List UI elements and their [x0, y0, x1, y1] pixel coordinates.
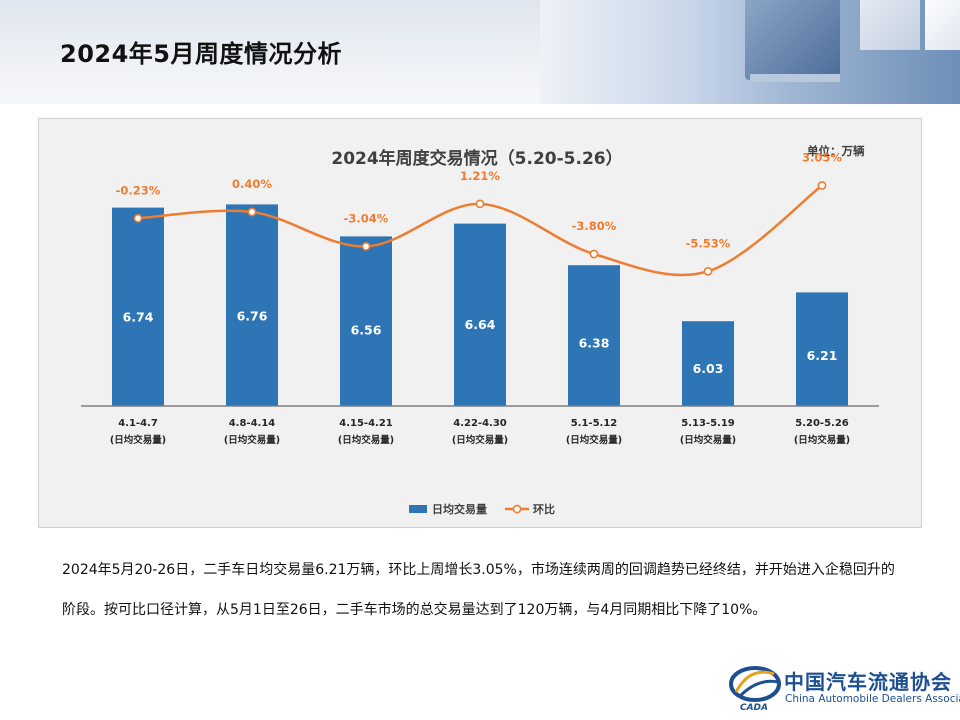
- x-tick-sublabel: (日均交易量): [224, 434, 280, 446]
- x-tick-sublabel: (日均交易量): [566, 434, 622, 446]
- bar-value-label: 6.21: [807, 348, 838, 363]
- bar-value-label: 6.64: [465, 317, 496, 332]
- unit-label: 单位：万辆: [807, 144, 865, 158]
- bar-value-label: 6.38: [579, 336, 610, 351]
- bar-5.13-5.19: [682, 321, 734, 406]
- page-title: 2024年5月周度情况分析: [60, 40, 342, 68]
- x-tick-label: 4.15-4.21: [339, 418, 393, 429]
- x-tick-sublabel: (日均交易量): [452, 434, 508, 446]
- header-decoration: [540, 0, 960, 104]
- x-tick-label: 4.8-4.14: [229, 418, 276, 429]
- line-point: [475, 199, 485, 209]
- decor-cube: [860, 0, 920, 50]
- line-point: [817, 181, 827, 190]
- bar-5.20-5.26: [796, 292, 848, 406]
- logo-name-en: China Automobile Dealers Association: [785, 693, 960, 705]
- line-point: [589, 249, 599, 259]
- bar-value-label: 6.74: [123, 310, 154, 325]
- x-tick-sublabel: (日均交易量): [338, 434, 394, 446]
- line-value-label: 0.40%: [232, 177, 272, 191]
- bar-4.15-4.21: [340, 236, 392, 406]
- legend-bar-swatch: [409, 505, 427, 513]
- x-axis: 4.1-4.7 (日均交易量) 4.8-4.14 (日均交易量) 4.15-4.21 (日…: [81, 405, 879, 446]
- bar-series: 6.74 6.76 6.56 6.64 6.38 6.03 6.21: [112, 204, 848, 406]
- bar-4.8-4.14: [226, 204, 278, 406]
- x-tick-label: 4.22-4.30: [453, 418, 507, 429]
- header-banner: 2024年5月周度情况分析: [0, 0, 960, 104]
- line-series: -0.23% 0.40% -3.04% 1.21% -3.80% -5.53% 3.05%: [116, 151, 842, 277]
- chart-panel: 2024年周度交易情况（5.20-5.26） 单位：万辆 6.74 6.76 6.5…: [38, 118, 922, 528]
- bar-value-label: 6.56: [351, 323, 382, 338]
- line-point: [133, 213, 143, 223]
- x-tick-label: 5.1-5.12: [571, 418, 618, 429]
- cada-emblem-icon: CADA: [729, 666, 781, 712]
- line-value-label: -3.04%: [344, 211, 389, 225]
- line-value-label: 1.21%: [460, 169, 500, 183]
- x-tick-sublabel: (日均交易量): [680, 434, 736, 446]
- decor-cube: [745, 0, 840, 80]
- line-value-label: -0.23%: [116, 183, 161, 197]
- x-tick-sublabel: (日均交易量): [110, 434, 166, 446]
- bar-4.22-4.30: [454, 223, 506, 406]
- x-tick-sublabel: (日均交易量): [794, 434, 850, 446]
- summary-text: 2024年5月20-26日，二手车日均交易量6.21万辆，环比上周增长3.05%…: [62, 562, 895, 618]
- bar-5.1-5.12: [568, 265, 620, 406]
- line-value-label: -5.53%: [686, 236, 731, 250]
- line-point: [703, 266, 713, 276]
- cada-logo: CADA 中国汽车流通协会 China Automobile Dealers A…: [728, 660, 960, 712]
- x-tick-label: 5.20-5.26: [795, 418, 849, 429]
- bar-value-label: 6.03: [693, 361, 724, 376]
- bar-4.1-4.7: [112, 207, 164, 406]
- decor-cube: [925, 0, 960, 50]
- decor-cube-base: [750, 74, 840, 82]
- legend: 日均交易量 环比: [409, 502, 555, 516]
- logo-name-cn: 中国汽车流通协会: [784, 670, 952, 694]
- weekly-trade-chart: 2024年周度交易情况（5.20-5.26） 单位：万辆 6.74 6.76 6.5…: [81, 144, 879, 516]
- logo-abbr: CADA: [740, 703, 768, 712]
- chart-title: 2024年周度交易情况（5.20-5.26）: [331, 148, 622, 169]
- x-tick-label: 4.1-4.7: [118, 418, 158, 429]
- bar-value-label: 6.76: [237, 308, 268, 323]
- legend-bar-label: 日均交易量: [432, 502, 487, 516]
- line-point: [247, 207, 257, 217]
- legend-line-marker: [512, 504, 522, 514]
- line-value-label: 3.05%: [802, 151, 842, 165]
- x-tick-label: 5.13-5.19: [681, 418, 735, 429]
- line-point: [361, 242, 371, 251]
- legend-line-label: 环比: [533, 502, 555, 516]
- line-value-label: -3.80%: [572, 219, 617, 233]
